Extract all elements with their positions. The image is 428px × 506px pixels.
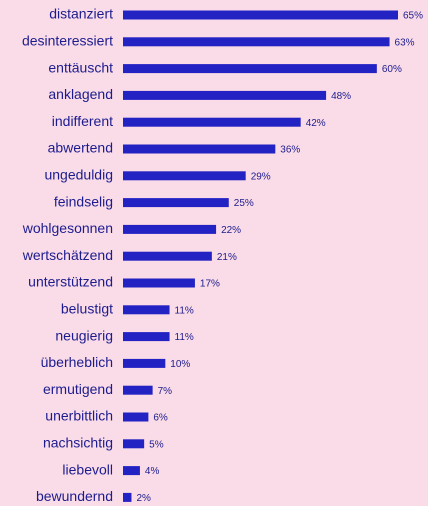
value-label: 17% <box>200 279 220 290</box>
bar <box>123 332 170 342</box>
bar <box>123 198 229 208</box>
bar <box>123 10 398 20</box>
category-label: enttäuscht <box>48 59 113 75</box>
category-label: unerbittlich <box>45 408 113 424</box>
value-label: 5% <box>149 439 164 450</box>
category-label: wertschätzend <box>22 247 113 263</box>
bar <box>123 466 140 476</box>
value-label: 4% <box>145 466 160 477</box>
bar <box>123 224 217 234</box>
bar <box>123 64 377 74</box>
value-label: 48% <box>331 91 351 102</box>
category-label: desinteressiert <box>22 33 113 49</box>
bar <box>123 278 195 288</box>
category-label: überheblich <box>41 354 113 370</box>
value-label: 10% <box>170 359 190 370</box>
bar <box>123 412 149 422</box>
bar <box>123 117 301 127</box>
category-label: wohlgesonnen <box>22 220 113 236</box>
value-label: 42% <box>306 118 326 129</box>
bar <box>123 358 166 368</box>
category-label: ermutigend <box>43 381 113 397</box>
category-label: liebevoll <box>62 461 113 477</box>
category-label: anklagend <box>48 86 113 102</box>
category-label: ungeduldig <box>44 167 113 183</box>
value-label: 11% <box>175 305 194 316</box>
value-label: 22% <box>221 225 241 236</box>
bar <box>123 251 212 261</box>
category-label: indifferent <box>52 113 113 129</box>
category-label: distanziert <box>49 6 113 22</box>
bar <box>123 171 246 181</box>
bar <box>123 492 132 502</box>
value-label: 6% <box>153 413 168 424</box>
category-label: abwertend <box>48 140 113 156</box>
category-label: neugierig <box>55 327 113 343</box>
category-label: unterstützend <box>28 274 113 290</box>
category-label: bewundernd <box>36 488 113 504</box>
value-label: 36% <box>280 145 300 156</box>
value-label: 25% <box>234 198 254 209</box>
bar <box>123 385 153 395</box>
value-label: 7% <box>158 386 173 397</box>
value-label: 2% <box>136 493 151 504</box>
value-label: 65% <box>403 11 423 22</box>
bar <box>123 90 327 100</box>
value-label: 21% <box>217 252 237 263</box>
bar <box>123 305 170 315</box>
value-label: 11% <box>175 332 194 343</box>
category-label: feindselig <box>54 193 113 209</box>
bar <box>123 144 276 154</box>
value-label: 63% <box>395 37 415 48</box>
bar <box>123 37 390 47</box>
value-label: 60% <box>382 64 402 75</box>
bar <box>123 439 145 449</box>
value-label: 29% <box>251 171 271 182</box>
category-label: belustigt <box>61 301 113 317</box>
category-label: nachsichtig <box>43 435 113 451</box>
